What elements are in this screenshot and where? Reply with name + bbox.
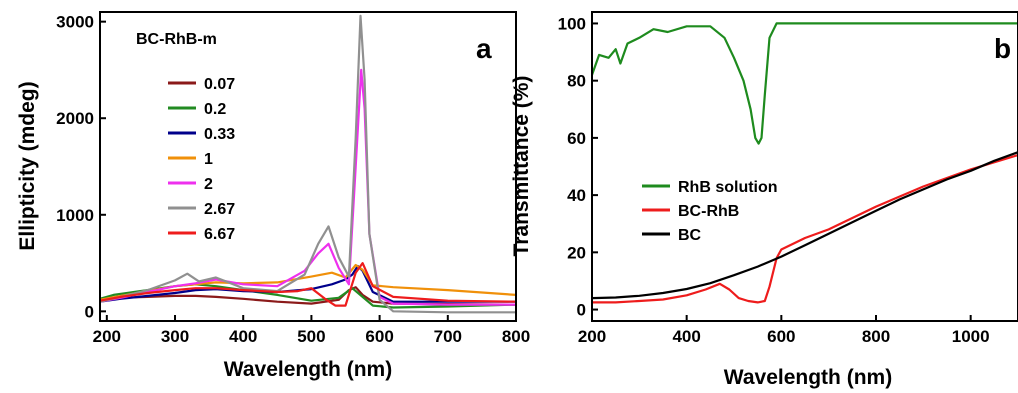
panel-b-legend: RhB solution BC-RhB BC xyxy=(642,179,778,244)
panel-b-x-tick-label-3: 800 xyxy=(862,327,890,346)
panel-a-y-tick-label-1: 1000 xyxy=(56,206,94,225)
panel-a-legend-title: BC-RhB-m xyxy=(136,31,217,48)
panel-b-y-tick-label-1: 20 xyxy=(567,243,586,262)
panel-b: 200 400 600 800 1000 0 20 40 60 80 100 Wavelength … xyxy=(510,11,1018,389)
panel-b-y-axis-title: Transmittance (%) xyxy=(510,76,533,257)
panel-a-y-tick-label-0: 0 xyxy=(85,302,94,321)
panel-a-plot-frame xyxy=(99,11,517,322)
panel-a-series-0-line xyxy=(100,286,516,306)
panel-a-x-tick-label-0: 200 xyxy=(93,327,121,346)
panel-b-legend-label-2: BC xyxy=(678,227,702,244)
panel-a-series-6-line xyxy=(100,262,516,307)
panel-a-x-axis-title: Wavelength (nm) xyxy=(224,358,392,381)
panel-b-series-0-line xyxy=(592,22,1018,145)
panel-b-y-tick-label-4: 80 xyxy=(567,72,586,91)
panel-a-x-tick-label-1: 300 xyxy=(161,327,189,346)
panel-b-series-2-line xyxy=(592,151,1018,300)
panel-a-series-group xyxy=(100,14,516,314)
panel-a-legend-label-1: 0.2 xyxy=(204,101,226,118)
panel-b-y-tick-label-5: 100 xyxy=(558,14,586,33)
panel-a-legend-label-5: 2.67 xyxy=(204,201,235,218)
panel-b-x-tick-label-0: 200 xyxy=(578,327,606,346)
panel-b-y-tick-label-3: 60 xyxy=(567,129,586,148)
panel-a-series-5-line xyxy=(100,14,516,314)
panel-a-legend-label-6: 6.67 xyxy=(204,226,235,243)
panel-b-series-1-line xyxy=(592,154,1018,304)
panel-a-x-tick-label-3: 500 xyxy=(297,327,325,346)
panel-a-y-tick-label-3: 3000 xyxy=(56,13,94,32)
panel-b-letter: b xyxy=(994,33,1011,64)
panel-a-legend-label-4: 2 xyxy=(204,176,213,193)
panel-b-x-tick-label-4: 1000 xyxy=(952,327,990,346)
panel-b-x-tick-label-1: 400 xyxy=(672,327,700,346)
panel-b-legend-label-1: BC-RhB xyxy=(678,203,739,220)
panel-b-ticks: 200 400 600 800 1000 0 20 40 60 80 100 xyxy=(558,14,990,346)
panel-b-legend-label-0: RhB solution xyxy=(678,179,778,196)
panel-b-plot-frame xyxy=(591,11,1018,322)
panel-a-y-tick-label-2: 2000 xyxy=(56,109,94,128)
panel-a-x-tick-label-4: 600 xyxy=(365,327,393,346)
panel-a-legend-label-3: 1 xyxy=(204,151,213,168)
panel-a-y-axis-title: Ellipticity (mdeg) xyxy=(16,81,39,250)
panel-b-y-tick-label-0: 0 xyxy=(577,301,586,320)
panel-b-series-group xyxy=(592,22,1018,304)
panel-a: 200 300 400 500 600 700 800 0 1000 2000 3000 Wavel… xyxy=(16,11,530,381)
panel-a-legend-label-0: 0.07 xyxy=(204,76,235,93)
panel-a-x-tick-label-6: 800 xyxy=(502,327,530,346)
panel-a-x-tick-label-5: 700 xyxy=(434,327,462,346)
panel-a-legend-label-2: 0.33 xyxy=(204,126,235,143)
panel-b-x-axis-title: Wavelength (nm) xyxy=(724,366,892,389)
panel-a-x-tick-label-2: 400 xyxy=(229,327,257,346)
panel-a-legend: 0.07 0.2 0.33 1 2 2.67 6.67 xyxy=(168,76,235,243)
panel-a-series-2-line xyxy=(100,264,516,303)
panel-a-letter: a xyxy=(476,33,492,64)
panel-b-x-tick-label-2: 600 xyxy=(767,327,795,346)
panel-a-ticks: 200 300 400 500 600 700 800 0 1000 2000 3000 xyxy=(56,13,530,346)
panel-b-y-tick-label-2: 40 xyxy=(567,186,586,205)
